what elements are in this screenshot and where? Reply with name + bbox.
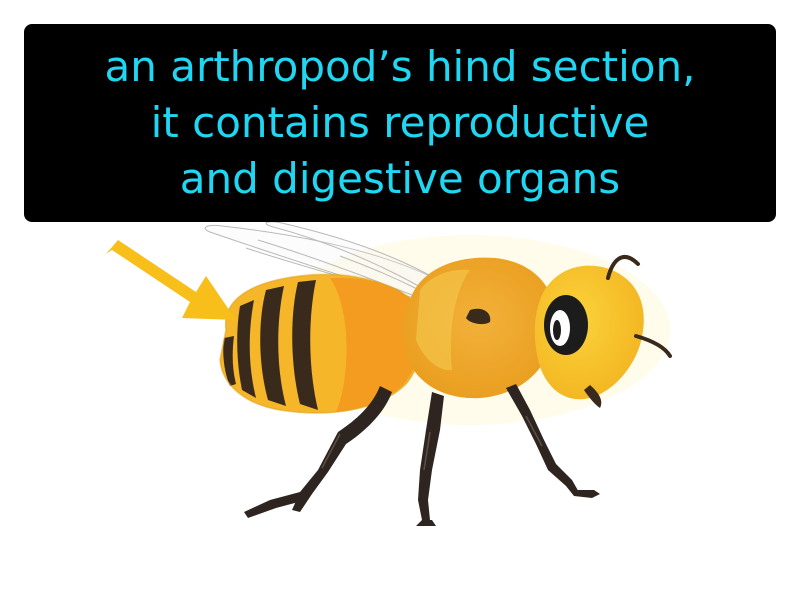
wing-joint [466, 308, 491, 325]
definition-box: an arthropod’s hind section, it contains… [24, 24, 776, 222]
abdomen-stripes [223, 280, 318, 410]
thorax [402, 257, 556, 399]
definition-line-3: and digestive organs [179, 154, 621, 203]
legs [244, 384, 600, 526]
definition-line-1: an arthropod’s hind section, [104, 42, 696, 91]
arrow-icon [106, 240, 236, 320]
abdomen [219, 273, 423, 414]
definition-line-2: it contains reproductive [150, 98, 650, 147]
antenna-icon [606, 255, 640, 280]
head [534, 255, 672, 408]
